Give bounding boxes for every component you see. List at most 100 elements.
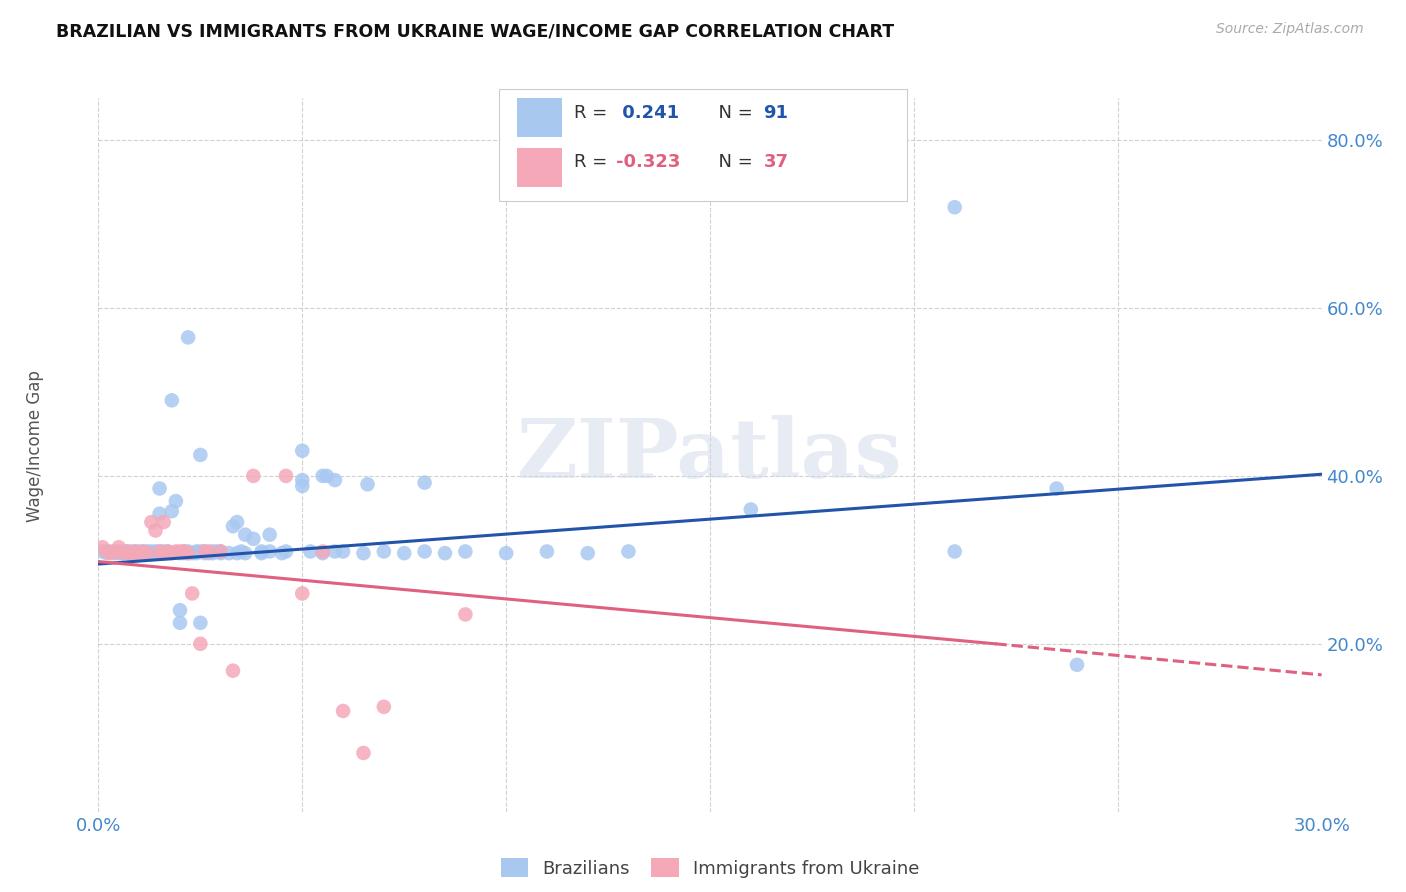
Point	[177, 544, 200, 558]
Point	[136, 546, 159, 560]
Point	[115, 544, 138, 558]
Point	[149, 544, 172, 558]
Point	[943, 200, 966, 214]
Point	[145, 544, 167, 558]
Point	[128, 546, 150, 560]
Point	[111, 546, 134, 560]
Point	[152, 546, 174, 560]
Point	[111, 546, 134, 560]
Point	[250, 546, 273, 560]
Point	[1045, 482, 1069, 496]
Point	[332, 704, 354, 718]
Point	[136, 546, 159, 560]
Point	[332, 544, 354, 558]
Point	[242, 469, 264, 483]
Point	[141, 544, 163, 558]
Text: 91: 91	[763, 104, 789, 122]
Point	[169, 615, 191, 630]
Point	[209, 546, 232, 560]
Point	[111, 544, 134, 558]
Point	[434, 546, 457, 560]
Point	[160, 504, 183, 518]
Text: BRAZILIAN VS IMMIGRANTS FROM UKRAINE WAGE/INCOME GAP CORRELATION CHART: BRAZILIAN VS IMMIGRANTS FROM UKRAINE WAG…	[56, 22, 894, 40]
Point	[115, 544, 138, 558]
Point	[169, 603, 191, 617]
Point	[132, 544, 155, 558]
Point	[943, 544, 966, 558]
Point	[173, 544, 195, 558]
Point	[104, 546, 127, 560]
Point	[352, 746, 374, 760]
Point	[270, 546, 294, 560]
Point	[108, 544, 131, 558]
Point	[259, 527, 281, 541]
Point	[152, 515, 174, 529]
Point	[156, 544, 179, 558]
Point	[128, 544, 150, 558]
Point	[149, 544, 172, 558]
Text: Wage/Income Gap: Wage/Income Gap	[27, 370, 44, 522]
Point	[315, 469, 337, 483]
Point	[222, 519, 245, 533]
Point	[132, 544, 155, 558]
Point	[312, 546, 335, 560]
Point	[209, 544, 232, 558]
Point	[91, 544, 114, 558]
Point	[291, 473, 314, 487]
Point	[299, 544, 322, 558]
Text: R =: R =	[574, 104, 613, 122]
Point	[226, 515, 249, 529]
Point	[188, 637, 212, 651]
Point	[231, 544, 253, 558]
Point	[740, 502, 762, 516]
Point	[145, 546, 167, 560]
Text: N =: N =	[707, 104, 759, 122]
Point	[177, 546, 200, 560]
Point	[177, 546, 200, 560]
Point	[149, 482, 172, 496]
Point	[274, 469, 297, 483]
Point	[100, 546, 122, 560]
Point	[233, 546, 256, 560]
Point	[209, 544, 232, 558]
Point	[250, 544, 273, 558]
Point	[188, 615, 212, 630]
Point	[413, 544, 436, 558]
Point	[115, 546, 138, 560]
Point	[274, 544, 297, 558]
Point	[165, 544, 187, 558]
Text: 37: 37	[763, 153, 789, 171]
Point	[173, 546, 195, 560]
Point	[188, 448, 212, 462]
Point	[141, 515, 163, 529]
Point	[136, 544, 159, 558]
Point	[156, 544, 179, 558]
Point	[120, 546, 142, 560]
Point	[205, 544, 228, 558]
Point	[169, 546, 191, 560]
Point	[124, 546, 146, 560]
Point	[454, 544, 477, 558]
Point	[233, 527, 256, 541]
Text: Source: ZipAtlas.com: Source: ZipAtlas.com	[1216, 22, 1364, 37]
Point	[132, 546, 155, 560]
Point	[120, 544, 142, 558]
Legend: Brazilians, Immigrants from Ukraine: Brazilians, Immigrants from Ukraine	[501, 858, 920, 878]
Point	[323, 473, 346, 487]
Point	[193, 544, 215, 558]
Point	[108, 541, 131, 555]
Point	[181, 546, 204, 560]
Point	[177, 330, 200, 344]
Point	[222, 664, 245, 678]
Text: N =: N =	[707, 153, 759, 171]
Point	[259, 544, 281, 558]
Point	[373, 699, 395, 714]
Point	[160, 393, 183, 408]
Point	[201, 544, 224, 558]
Point	[124, 544, 146, 558]
Point	[291, 443, 314, 458]
Point	[291, 479, 314, 493]
Point	[352, 546, 374, 560]
Point	[152, 544, 174, 558]
Point	[186, 544, 208, 558]
